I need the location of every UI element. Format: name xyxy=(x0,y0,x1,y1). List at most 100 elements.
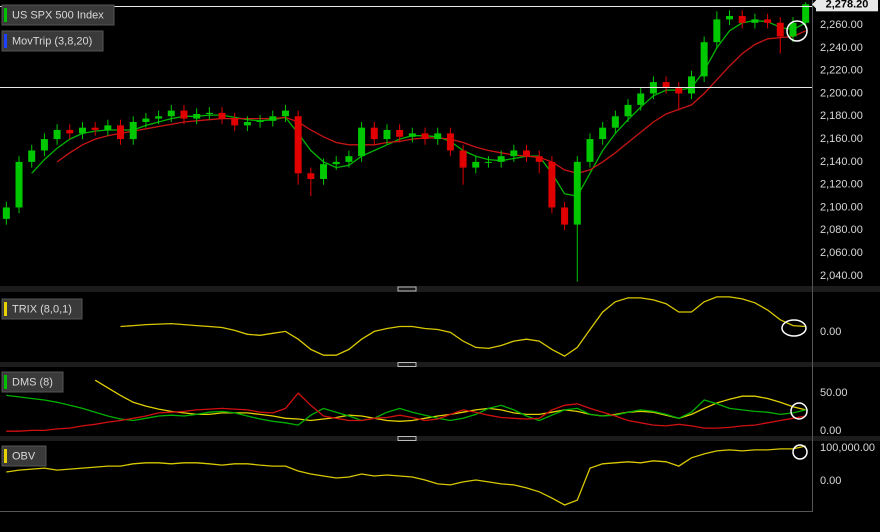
candle-body xyxy=(180,110,188,119)
candle-body xyxy=(776,22,784,37)
candle-body xyxy=(66,129,74,134)
legend-label: US SPX 500 Index xyxy=(12,9,104,21)
candle-body xyxy=(332,161,340,165)
candle-body xyxy=(167,110,175,117)
last-price-label: 2,278.20 xyxy=(826,0,869,10)
candle-body xyxy=(662,82,670,88)
candle-body xyxy=(320,164,328,179)
candle-body xyxy=(281,110,289,117)
candle-body xyxy=(548,161,556,208)
legend-box xyxy=(1,298,83,320)
y-tick-label: 50.00 xyxy=(820,387,848,399)
legend-swatch xyxy=(4,34,7,48)
candle-body xyxy=(307,173,315,179)
legend-swatch xyxy=(4,302,7,316)
legend-label: DMS (8) xyxy=(12,376,53,388)
moving-average xyxy=(56,30,806,174)
candle-body xyxy=(358,127,366,157)
panel-separator[interactable] xyxy=(0,286,880,292)
highlight-circle xyxy=(781,319,807,337)
legend-label: TRIX (8,0,1) xyxy=(12,303,72,315)
candle-body xyxy=(700,42,708,77)
last-price-pointer xyxy=(812,0,816,9)
candle-body xyxy=(586,139,594,162)
legend-swatch xyxy=(4,8,7,22)
candle-body xyxy=(205,112,213,114)
candle-body xyxy=(611,116,619,128)
candle-body xyxy=(155,116,163,119)
candle-body xyxy=(396,129,404,137)
candle-body xyxy=(2,207,10,219)
y-tick-label: 2,200.00 xyxy=(820,87,863,99)
candle-body xyxy=(91,127,99,130)
y-tick-label: 2,040.00 xyxy=(820,270,863,282)
indicator-line xyxy=(6,394,806,426)
separator-grip[interactable] xyxy=(397,436,417,441)
y-tick-label: 0.00 xyxy=(820,326,841,338)
y-tick-label: 2,160.00 xyxy=(820,133,863,145)
candle-body xyxy=(573,161,581,225)
candle-body xyxy=(231,118,239,126)
candle-body xyxy=(764,19,772,23)
y-tick-label: 2,140.00 xyxy=(820,156,863,168)
candle-body xyxy=(345,156,353,162)
y-tick-label: 2,240.00 xyxy=(820,42,863,54)
legend-swatch xyxy=(4,449,7,463)
candle-body xyxy=(53,129,61,140)
candle-body xyxy=(510,150,518,157)
candle-body xyxy=(78,127,86,134)
candle-body xyxy=(294,116,302,174)
candle-body xyxy=(561,207,569,225)
legend-box xyxy=(1,4,115,26)
y-tick-label: 2,260.00 xyxy=(820,19,863,31)
separator-grip[interactable] xyxy=(397,362,417,367)
panel-separator[interactable] xyxy=(0,436,880,441)
candle-body xyxy=(104,125,112,130)
candle-body xyxy=(789,22,797,37)
candle-body xyxy=(218,112,226,119)
labels-layer: 2,040.00 2,060.00 2,080.00 2,100.00 2,120.00… xyxy=(1,0,878,487)
y-tick-label: 0.00 xyxy=(820,425,841,437)
candle-body xyxy=(434,133,442,140)
candle-body xyxy=(269,116,277,121)
candle-body xyxy=(472,161,480,168)
y-tick-label: 2,060.00 xyxy=(820,247,863,259)
candle-body xyxy=(383,129,391,140)
candle-body xyxy=(713,19,721,43)
candle-body xyxy=(40,139,48,151)
candle-body xyxy=(599,127,607,140)
marks-layer xyxy=(2,2,810,506)
panel-separator[interactable] xyxy=(0,362,880,367)
candle-body xyxy=(637,93,645,105)
y-tick-label: 100,000.00 xyxy=(820,442,875,454)
candle-body xyxy=(497,156,505,162)
candle-body xyxy=(370,127,378,140)
y-tick-label: 2,180.00 xyxy=(820,110,863,122)
y-tick-label: 2,080.00 xyxy=(820,224,863,236)
indicator-line xyxy=(6,445,806,506)
legend-swatch xyxy=(4,375,7,389)
candle-body xyxy=(421,133,429,140)
candle-body xyxy=(15,161,23,208)
separator-grip[interactable] xyxy=(397,286,417,292)
candle-body xyxy=(535,156,543,162)
indicator-line xyxy=(6,392,806,432)
highlight-circle xyxy=(790,402,808,420)
candle-body xyxy=(408,133,416,137)
candle-body xyxy=(751,19,759,23)
candle-body xyxy=(802,4,810,23)
candle-body xyxy=(675,87,683,94)
candle-body xyxy=(738,15,746,23)
candle-body xyxy=(28,150,36,162)
candle-body xyxy=(256,120,264,122)
legend-box xyxy=(1,30,104,52)
y-tick-label: 2,220.00 xyxy=(820,65,863,77)
legend-label: MovTrip (3,8,20) xyxy=(12,35,92,47)
legend-label: OBV xyxy=(12,450,36,462)
candle-body xyxy=(243,121,251,126)
candle-body xyxy=(129,121,137,140)
indicator-line xyxy=(120,296,806,357)
candle-body xyxy=(117,125,125,140)
candle-body xyxy=(523,150,531,157)
